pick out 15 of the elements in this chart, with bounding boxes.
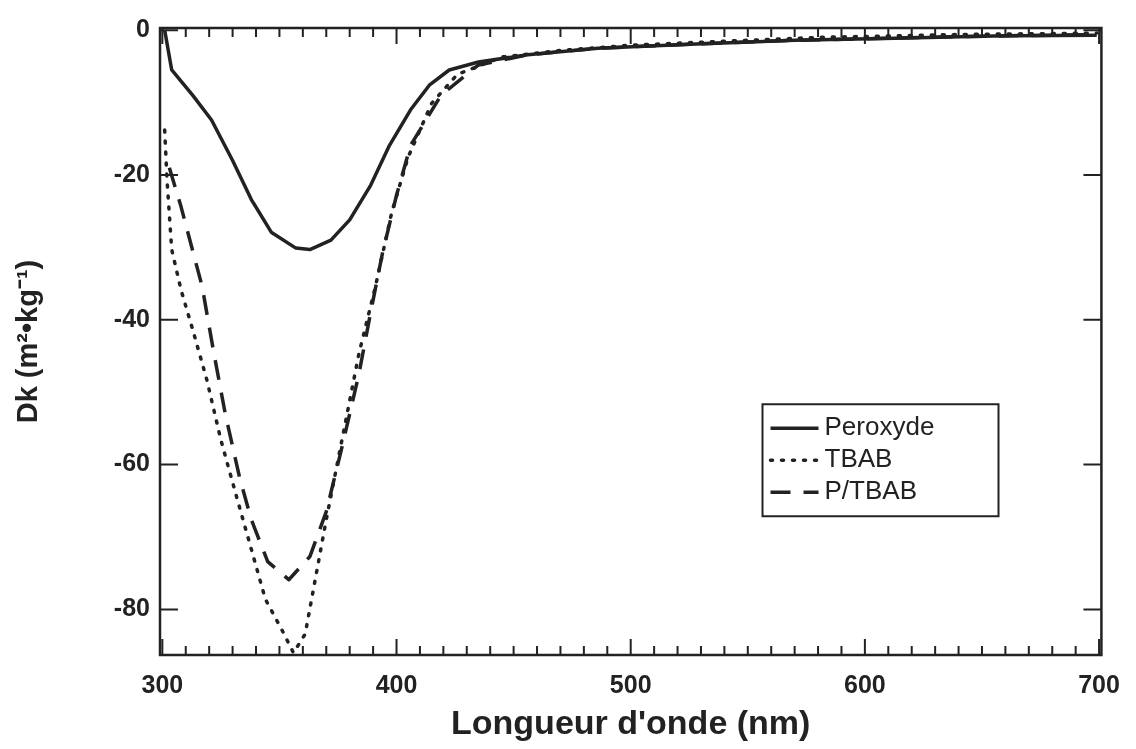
x-tick-label: 700 [1078,669,1120,698]
y-axis-title: Dk (m²•kg⁻¹) [11,259,44,424]
x-tick-label: 600 [844,669,886,698]
y-tick-label: -60 [113,448,150,477]
legend-label: P/TBAB [824,475,917,506]
legend-label: TBAB [824,443,893,474]
x-tick-label: 500 [609,669,652,698]
y-tick-label: -80 [113,593,150,622]
x-tick-label: 300 [141,669,184,698]
y-tick-label: 0 [136,14,150,43]
y-tick-label: -40 [113,303,150,332]
y-tick-label: -20 [113,158,150,187]
legend-label: Peroxyde [824,411,935,442]
x-tick-label: 400 [375,669,418,698]
x-axis-title: Longueur d'onde (nm) [451,702,811,741]
